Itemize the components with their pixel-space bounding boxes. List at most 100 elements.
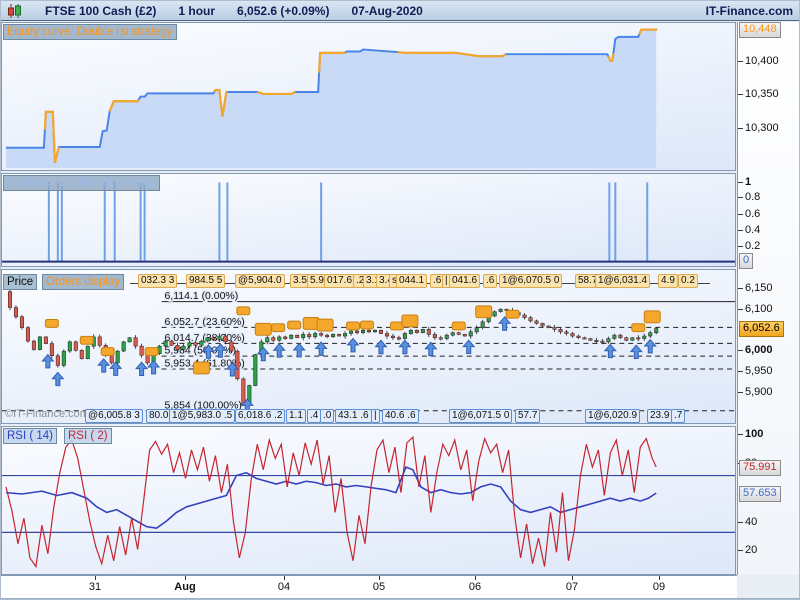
order-box-marker[interactable] [475, 305, 493, 319]
price-panel-label[interactable]: Price [3, 274, 38, 290]
rsi2-label[interactable]: RSI ( 2) [64, 428, 112, 444]
order-tag[interactable]: 1.1 [286, 409, 306, 423]
candle-body [372, 329, 377, 333]
equity-panel-label[interactable]: Equity curve: Double rsi strategy [3, 24, 177, 40]
buy-arrow-marker[interactable] [643, 338, 657, 354]
order-tag[interactable]: 40.6 .6 [382, 409, 419, 423]
order-tag[interactable]: 1@6,070.5 0 [499, 274, 563, 288]
order-tag[interactable]: 6,018.6 .2 [235, 409, 286, 423]
order-box-marker[interactable] [346, 321, 361, 331]
order-tag[interactable]: 041.6 [449, 274, 481, 288]
price-plot[interactable]: 6,114.1 (0.00%)6,052.7 (23.60%)6,014.7 (… [2, 270, 735, 423]
order-box-marker[interactable] [631, 323, 646, 333]
order-tag[interactable]: 23.9 [647, 409, 673, 423]
order-box-marker[interactable] [451, 321, 466, 331]
buy-arrow-marker[interactable] [346, 337, 360, 353]
order-tag[interactable]: 3.5 [290, 274, 310, 288]
value-axis-gutter[interactable]: 10,400 10,350 10,300 1 0.8 0.6 0.4 0.2 6,150 6,10… [737, 22, 799, 575]
time-tick-label: 05 [372, 581, 386, 593]
candle-body [73, 341, 78, 351]
order-tag[interactable]: .6 [483, 274, 498, 288]
time-tick-label: 07 [565, 581, 579, 593]
candle-body [414, 329, 419, 333]
price-panel: 6,114.1 (0.00%) 6,052.7 (23.60%) 6,014.7 (… [1, 269, 736, 424]
equity-curve-plot[interactable] [2, 23, 735, 170]
order-box-marker[interactable] [360, 320, 374, 330]
order-tag[interactable]: 984.5 5 [186, 274, 226, 288]
order-box-marker[interactable] [643, 310, 661, 324]
buy-arrow-marker[interactable] [498, 316, 512, 331]
positions-panel-label[interactable]: Positions: Double rsi strategy [3, 175, 160, 191]
candle-body [301, 334, 306, 338]
time-axis[interactable]: 31 Aug 04 05 06 07 09 [1, 575, 737, 598]
instrument-title: FTSE 100 Cash (£2) [45, 3, 157, 18]
rsi-plot[interactable] [2, 427, 735, 574]
order-tag[interactable]: 1@5,983.0 .5 [169, 409, 236, 423]
order-tag[interactable]: .7 [671, 409, 686, 423]
axis-tick-label: 0.6 [738, 207, 760, 221]
order-tag[interactable]: @5,904.0 [235, 274, 285, 288]
order-box-marker[interactable] [44, 318, 59, 328]
buy-arrow-marker[interactable] [109, 361, 123, 376]
order-tag[interactable]: 1@6,031.4 [595, 274, 651, 288]
buy-arrow-marker[interactable] [97, 358, 111, 373]
buy-arrow-marker[interactable] [374, 339, 388, 355]
time-tick-mark [95, 576, 96, 580]
buy-arrow-marker[interactable] [51, 371, 65, 387]
buy-arrow-marker[interactable] [135, 361, 149, 377]
order-tag[interactable]: 1@6,071.5 0 [449, 409, 513, 423]
order-box-marker[interactable] [401, 314, 419, 328]
order-tag[interactable]: 80.0 [146, 409, 172, 423]
buy-arrow-marker[interactable] [256, 346, 270, 362]
order-box-marker[interactable] [505, 309, 520, 319]
buy-arrow-marker[interactable] [314, 341, 328, 356]
candle-body [307, 334, 312, 338]
order-tag[interactable]: 032.3 3 [138, 274, 178, 288]
buy-arrow-marker[interactable] [201, 344, 215, 359]
time-tick-mark [284, 576, 285, 580]
order-box-marker[interactable] [287, 320, 302, 330]
order-tag[interactable]: 43.1 .6 [335, 409, 372, 423]
order-tag[interactable]: 4.9 [658, 274, 678, 288]
order-box-marker[interactable] [254, 322, 272, 336]
order-box-marker[interactable] [100, 347, 115, 356]
order-box-marker[interactable] [316, 318, 334, 332]
order-tag[interactable]: .0 [320, 409, 335, 423]
axis-tick-label: 20 [738, 543, 757, 557]
order-tag[interactable]: 57.7 [515, 409, 541, 423]
buy-arrow-marker[interactable] [292, 342, 306, 358]
buy-arrow-marker[interactable] [462, 339, 476, 355]
order-box-marker[interactable] [144, 347, 159, 356]
order-tag[interactable]: 0.2 [678, 274, 698, 288]
order-tag[interactable]: 1@6,020.9 [585, 409, 641, 423]
candle-body [546, 325, 551, 328]
buy-arrow-marker[interactable] [41, 353, 55, 369]
rsi14-label[interactable]: RSI ( 14) [3, 428, 58, 444]
candle-body [79, 350, 84, 359]
rsi-line-rsi2 [5, 435, 657, 569]
candle-body [331, 334, 336, 338]
candle-body [199, 340, 204, 346]
order-tag[interactable]: 017.6 [324, 274, 356, 288]
buy-arrow-marker[interactable] [629, 344, 643, 360]
buy-arrow-marker[interactable] [398, 339, 412, 355]
candle-body [31, 340, 36, 350]
buy-arrow-marker[interactable] [225, 361, 239, 377]
order-tag[interactable]: | [371, 409, 380, 423]
orders-display-label[interactable]: Orders display [42, 274, 125, 290]
order-box-marker[interactable] [192, 361, 210, 375]
buy-arrow-marker[interactable] [213, 343, 227, 358]
candle-body [468, 331, 473, 337]
buy-arrow-marker[interactable] [272, 343, 286, 358]
buy-arrow-marker[interactable] [603, 343, 617, 359]
order-box-marker[interactable] [79, 335, 94, 345]
buy-arrow-marker[interactable] [147, 359, 161, 375]
buy-arrow-marker[interactable] [424, 341, 438, 357]
candle-body [205, 337, 210, 342]
order-box-marker[interactable] [271, 323, 286, 333]
candle-body [367, 329, 371, 333]
order-box-marker[interactable] [236, 306, 251, 316]
order-tag[interactable]: 044.1 [396, 274, 428, 288]
order-tag[interactable]: @6,005.8 3 [85, 409, 143, 423]
positions-plot[interactable] [2, 174, 735, 266]
